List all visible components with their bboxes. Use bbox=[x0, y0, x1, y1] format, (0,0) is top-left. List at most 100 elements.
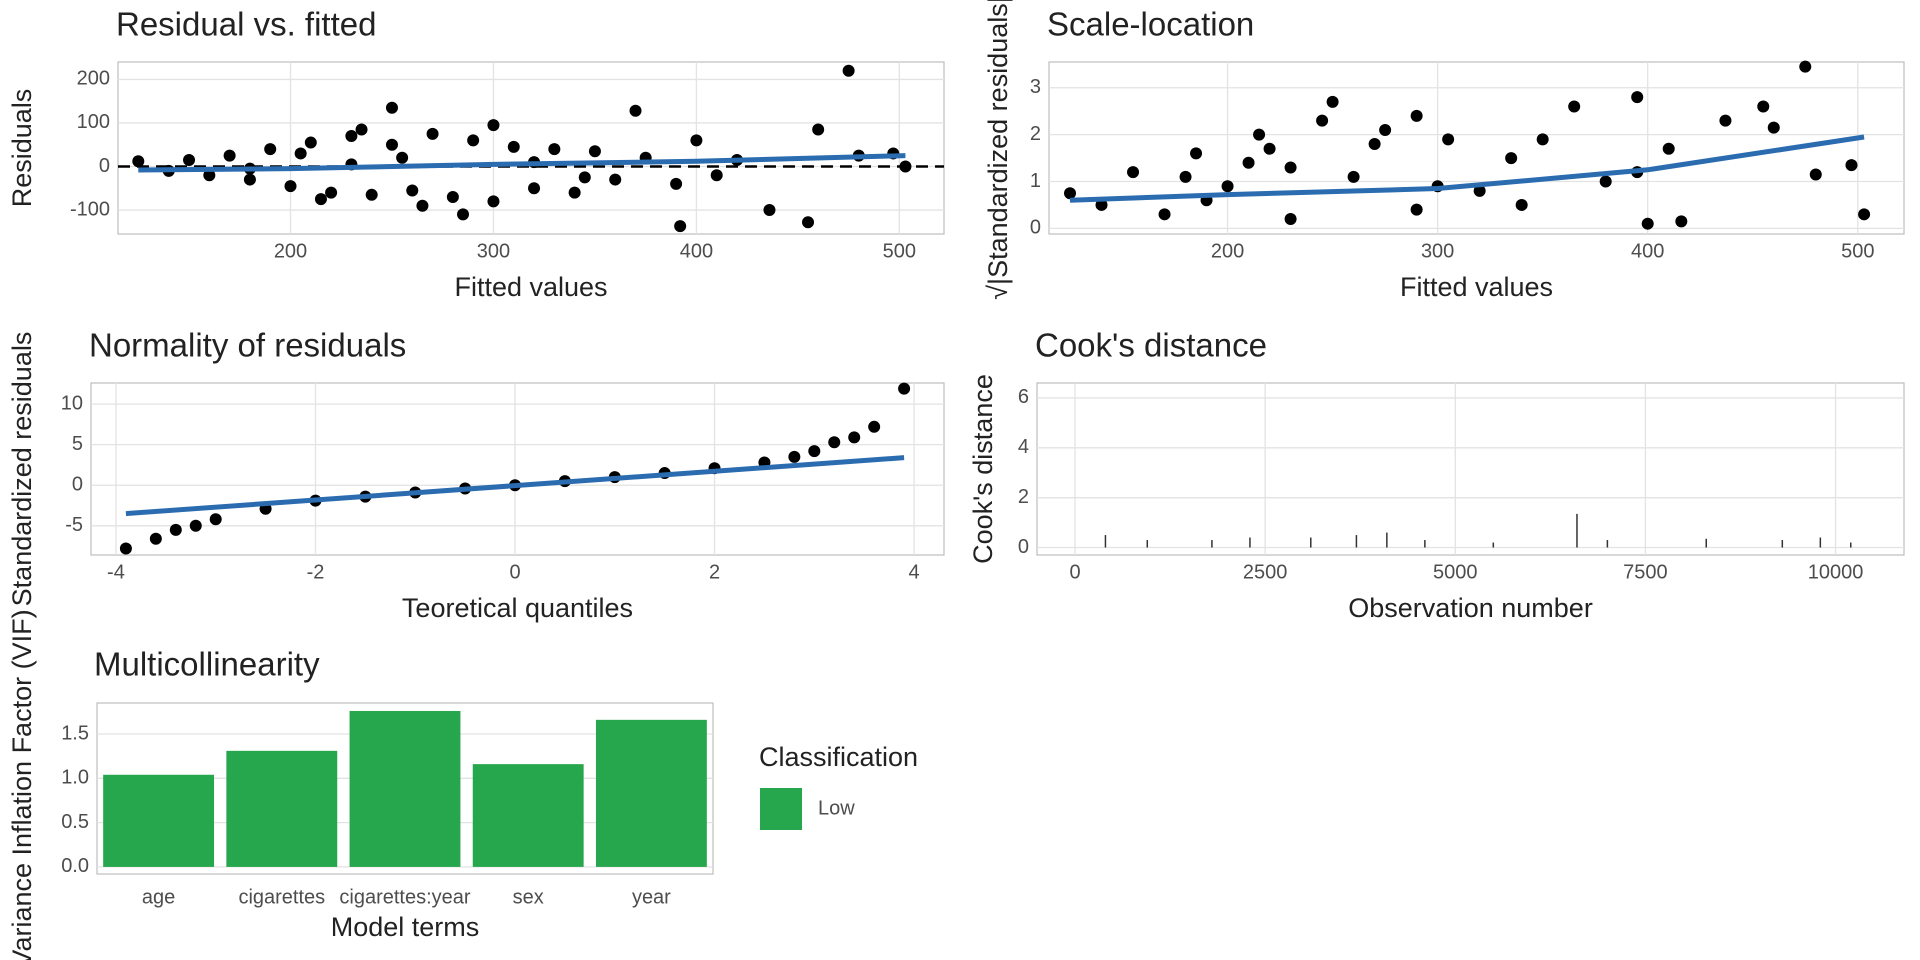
smooth-line bbox=[138, 153, 906, 173]
chart-title: Cook's distance bbox=[1035, 327, 1267, 364]
point bbox=[119, 542, 132, 555]
x-tick-label: 200 bbox=[1211, 240, 1244, 262]
bar bbox=[226, 750, 338, 867]
y-tick-label: 10 bbox=[61, 392, 83, 414]
bar bbox=[103, 774, 215, 867]
y-tick-label: 0.5 bbox=[61, 811, 89, 833]
y-tick-label: 5 bbox=[72, 433, 83, 455]
point bbox=[1568, 100, 1581, 113]
point bbox=[1095, 198, 1108, 211]
plot-panel bbox=[90, 382, 945, 556]
y-axis-label: √|Standardized residuals| bbox=[983, 0, 1013, 300]
point bbox=[223, 149, 236, 162]
point bbox=[183, 153, 196, 166]
y-tick-label: 2 bbox=[1018, 486, 1029, 508]
point bbox=[355, 123, 368, 136]
chart-title: Multicollinearity bbox=[94, 646, 320, 683]
y-tick-label: 200 bbox=[77, 68, 110, 90]
y-tick-label: 100 bbox=[77, 111, 110, 133]
x-axis-label: Fitted values bbox=[1400, 272, 1553, 302]
point bbox=[528, 182, 541, 195]
point bbox=[670, 177, 683, 190]
point bbox=[578, 171, 591, 184]
point bbox=[802, 216, 815, 229]
y-axis-label: Cook's distance bbox=[968, 374, 998, 564]
point bbox=[406, 184, 419, 197]
point bbox=[788, 450, 801, 463]
point bbox=[588, 145, 601, 158]
chart-title: Residual vs. fitted bbox=[116, 6, 376, 43]
x-tick-label: 0 bbox=[509, 561, 520, 583]
point bbox=[149, 532, 162, 545]
point bbox=[1719, 114, 1732, 127]
point bbox=[1284, 213, 1297, 226]
x-tick-label: 300 bbox=[1421, 240, 1454, 262]
x-tick-label: 200 bbox=[274, 240, 307, 262]
point bbox=[1368, 138, 1381, 151]
x-tick-label: 2 bbox=[709, 561, 720, 583]
x-tick-label: 0 bbox=[1069, 561, 1080, 583]
chart-title: Normality of residuals bbox=[89, 327, 406, 364]
point bbox=[1158, 208, 1171, 221]
point bbox=[1410, 109, 1423, 122]
point bbox=[828, 436, 841, 449]
point bbox=[426, 127, 439, 140]
point bbox=[1845, 159, 1858, 172]
y-axis-label: Residuals bbox=[7, 89, 37, 208]
y-tick-label: 6 bbox=[1018, 386, 1029, 408]
point bbox=[1536, 133, 1549, 146]
x-tick-label: 500 bbox=[1841, 240, 1874, 262]
point bbox=[365, 188, 378, 201]
plot-panel bbox=[1036, 382, 1905, 556]
point bbox=[1515, 198, 1528, 211]
point bbox=[1179, 170, 1192, 183]
point bbox=[868, 420, 881, 433]
point bbox=[314, 193, 327, 206]
point bbox=[1442, 133, 1455, 146]
point bbox=[385, 101, 398, 114]
point bbox=[416, 199, 429, 212]
point bbox=[1326, 95, 1339, 108]
legend-label: Low bbox=[818, 797, 855, 819]
x-tick-label: 400 bbox=[1631, 240, 1664, 262]
point bbox=[385, 138, 398, 151]
point bbox=[1379, 123, 1392, 136]
x-axis-label: Model terms bbox=[331, 912, 480, 942]
point bbox=[1190, 147, 1203, 160]
x-tick-label: cigarettes:year bbox=[339, 886, 471, 908]
point bbox=[457, 208, 470, 221]
x-tick-label: -2 bbox=[307, 561, 325, 583]
point bbox=[674, 220, 687, 233]
point bbox=[710, 169, 723, 182]
point bbox=[1347, 170, 1360, 183]
y-tick-label: 2 bbox=[1030, 123, 1041, 145]
x-tick-label: -4 bbox=[107, 561, 125, 583]
point bbox=[812, 123, 825, 136]
x-tick-label: year bbox=[632, 886, 671, 908]
point bbox=[1505, 152, 1518, 165]
y-tick-label: -100 bbox=[70, 198, 110, 220]
bar bbox=[472, 764, 584, 867]
chart-title: Scale-location bbox=[1047, 6, 1254, 43]
x-axis-label: Fitted values bbox=[454, 272, 607, 302]
x-axis-label: Observation number bbox=[1348, 593, 1593, 623]
x-tick-label: age bbox=[142, 886, 175, 908]
point bbox=[304, 136, 317, 149]
x-tick-label: 2500 bbox=[1243, 561, 1288, 583]
x-tick-label: 400 bbox=[680, 240, 713, 262]
x-tick-label: 5000 bbox=[1433, 561, 1478, 583]
smooth-line bbox=[125, 455, 905, 517]
point bbox=[548, 143, 561, 156]
point bbox=[1410, 203, 1423, 216]
point bbox=[487, 119, 500, 132]
point bbox=[1127, 166, 1140, 179]
point bbox=[1767, 121, 1780, 134]
x-tick-label: 300 bbox=[477, 240, 510, 262]
y-tick-label: 1 bbox=[1030, 170, 1041, 192]
x-tick-label: 500 bbox=[883, 240, 916, 262]
smooth-line bbox=[1069, 134, 1865, 203]
point bbox=[1064, 187, 1077, 200]
point bbox=[1253, 128, 1266, 141]
point bbox=[325, 186, 338, 199]
